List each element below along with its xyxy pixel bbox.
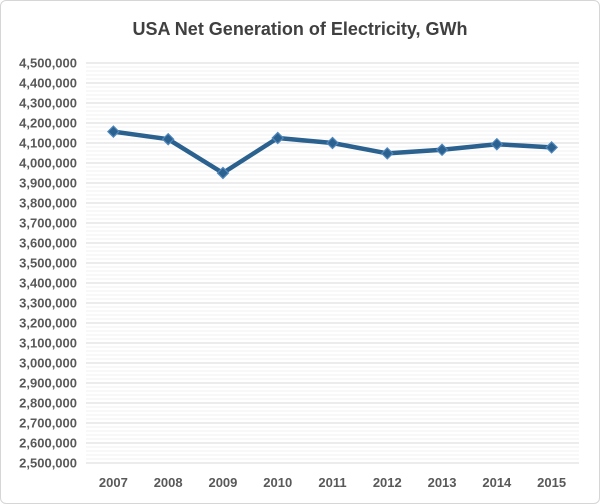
data-point-marker [216,166,230,180]
y-axis-tick-label: 2,700,000 [19,416,77,431]
y-axis-tick-label: 3,100,000 [19,336,77,351]
y-axis-tick-label: 2,900,000 [19,376,77,391]
x-axis-tick-label: 2014 [482,475,512,490]
data-point-marker [271,131,285,145]
x-axis-tick-label: 2010 [263,475,292,490]
y-axis-tick-label: 4,400,000 [19,76,77,91]
y-axis-tick-label: 3,300,000 [19,296,77,311]
y-axis-tick-label: 4,100,000 [19,136,77,151]
y-axis-tick-label: 4,500,000 [19,56,77,71]
x-axis-tick-label: 2008 [154,475,183,490]
x-axis-tick-label: 2015 [537,475,566,490]
data-point-marker [380,147,394,160]
y-axis-tick-label: 2,500,000 [19,456,77,471]
x-axis-tick-label: 2013 [428,475,457,490]
y-axis-tick-label: 4,300,000 [19,96,77,111]
y-axis-tick-label: 3,400,000 [19,276,77,291]
data-point-marker [326,136,339,150]
chart-title: USA Net Generation of Electricity, GWh [132,19,468,39]
y-axis-tick-label: 2,600,000 [19,436,77,451]
y-axis-tick-label: 4,200,000 [19,116,77,131]
y-axis-tick-label: 3,800,000 [19,196,77,211]
x-axis-tick-label: 2011 [318,475,346,490]
y-axis-tick-label: 3,000,000 [19,356,77,371]
y-axis-tick-label: 4,000,000 [19,156,77,171]
y-axis-tick-label: 3,200,000 [19,316,77,331]
data-point-marker [161,132,175,146]
x-axis-tick-label: 2012 [373,475,402,490]
x-axis-tick-label: 2009 [208,475,237,490]
y-axis-tick-label: 3,600,000 [19,236,77,251]
y-axis-tick-label: 2,800,000 [19,396,77,411]
y-axis-tick-label: 3,500,000 [19,256,77,271]
data-point-marker [435,143,449,157]
data-point-marker [107,125,120,138]
x-axis-tick-label: 2007 [99,475,128,490]
y-axis-tick-label: 3,700,000 [19,216,77,231]
data-point-marker [545,141,558,154]
data-point-marker [490,137,504,151]
y-axis-tick-label: 3,900,000 [19,176,77,191]
